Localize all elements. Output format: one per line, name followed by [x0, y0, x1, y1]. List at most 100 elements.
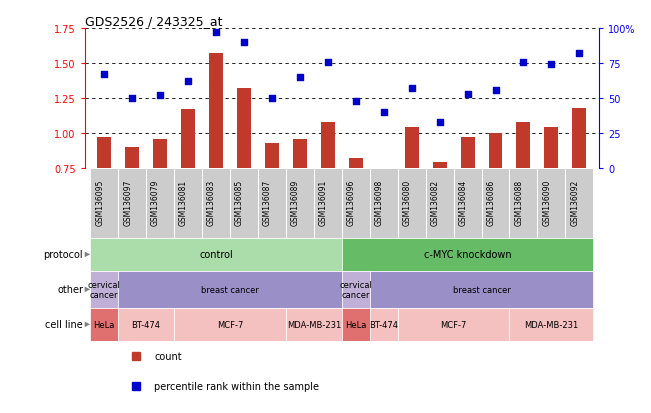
Bar — [510, 169, 538, 238]
Text: GSM136089: GSM136089 — [291, 179, 300, 225]
Text: BT-474: BT-474 — [369, 320, 398, 329]
Bar — [97, 138, 111, 273]
Bar — [342, 238, 593, 271]
Text: breast cancer: breast cancer — [201, 285, 259, 294]
Text: GSM136096: GSM136096 — [347, 179, 355, 225]
Point — [462, 91, 473, 98]
Point — [490, 87, 501, 94]
Point — [378, 109, 389, 116]
Bar — [293, 139, 307, 273]
Text: GDS2526 / 243325_at: GDS2526 / 243325_at — [85, 15, 222, 28]
Bar — [370, 308, 398, 341]
Bar — [342, 169, 370, 238]
Point — [239, 40, 249, 46]
Bar — [286, 308, 342, 341]
Text: cervical
cancer: cervical cancer — [339, 280, 372, 299]
Bar — [118, 271, 342, 308]
Bar — [544, 128, 559, 273]
Bar — [565, 169, 593, 238]
Point — [183, 78, 193, 85]
Bar — [398, 169, 426, 238]
Bar — [118, 169, 146, 238]
Bar — [209, 54, 223, 273]
Bar — [516, 122, 531, 273]
Text: GSM136090: GSM136090 — [542, 179, 551, 225]
Point — [295, 74, 305, 81]
Bar — [146, 169, 174, 238]
Text: HeLa: HeLa — [345, 320, 367, 329]
Text: MCF-7: MCF-7 — [217, 320, 243, 329]
Text: other: other — [57, 285, 83, 294]
Text: GSM136083: GSM136083 — [207, 179, 216, 225]
Bar — [342, 271, 370, 308]
Bar — [258, 169, 286, 238]
Text: GSM136084: GSM136084 — [458, 179, 467, 225]
Text: GSM136097: GSM136097 — [123, 179, 132, 225]
Text: protocol: protocol — [44, 250, 83, 260]
Bar — [398, 308, 510, 341]
Bar — [433, 163, 447, 273]
Text: percentile rank within the sample: percentile rank within the sample — [154, 382, 319, 392]
Text: MDA-MB-231: MDA-MB-231 — [524, 320, 579, 329]
Bar — [377, 173, 391, 273]
Bar — [538, 169, 565, 238]
Text: breast cancer: breast cancer — [452, 285, 510, 294]
Bar — [342, 308, 370, 341]
Point — [211, 30, 221, 36]
Text: HeLa: HeLa — [94, 320, 115, 329]
Text: control: control — [199, 250, 233, 260]
Bar — [286, 169, 314, 238]
Point — [406, 85, 417, 92]
Text: GSM136091: GSM136091 — [319, 179, 328, 225]
Point — [127, 95, 137, 102]
Point — [267, 95, 277, 102]
Bar — [265, 143, 279, 273]
Text: GSM136082: GSM136082 — [430, 179, 439, 225]
Text: MCF-7: MCF-7 — [440, 320, 467, 329]
Point — [350, 98, 361, 105]
Text: cell line: cell line — [46, 320, 83, 330]
Text: GSM136086: GSM136086 — [486, 179, 495, 225]
Text: c-MYC knockdown: c-MYC knockdown — [424, 250, 512, 260]
Point — [574, 51, 585, 57]
Bar — [90, 271, 118, 308]
Bar — [90, 308, 118, 341]
Text: GSM136081: GSM136081 — [179, 179, 188, 225]
Point — [546, 62, 557, 69]
Text: GSM136088: GSM136088 — [514, 179, 523, 225]
Text: GSM136087: GSM136087 — [263, 179, 272, 225]
Bar — [174, 169, 202, 238]
Bar — [181, 110, 195, 273]
Text: GSM136098: GSM136098 — [375, 179, 383, 225]
Bar — [125, 147, 139, 273]
Point — [323, 59, 333, 66]
Text: MDA-MB-231: MDA-MB-231 — [286, 320, 341, 329]
Point — [434, 119, 445, 126]
Text: GSM136092: GSM136092 — [570, 179, 579, 225]
Bar — [482, 169, 510, 238]
Text: GSM136095: GSM136095 — [95, 179, 104, 225]
Bar — [118, 308, 174, 341]
Bar — [237, 89, 251, 273]
Bar — [314, 169, 342, 238]
Bar — [90, 169, 118, 238]
Bar — [349, 159, 363, 273]
Bar — [488, 133, 503, 273]
Bar — [202, 169, 230, 238]
Bar — [153, 139, 167, 273]
Bar — [572, 109, 587, 273]
Bar — [454, 169, 482, 238]
Bar — [90, 238, 342, 271]
Point — [99, 72, 109, 78]
Text: GSM136080: GSM136080 — [403, 179, 411, 225]
Bar — [460, 138, 475, 273]
Bar — [405, 128, 419, 273]
Point — [518, 59, 529, 66]
Bar — [370, 169, 398, 238]
Bar — [426, 169, 454, 238]
Bar — [321, 122, 335, 273]
Text: GSM136085: GSM136085 — [235, 179, 244, 225]
Point — [155, 93, 165, 99]
Text: BT-474: BT-474 — [132, 320, 161, 329]
Text: cervical
cancer: cervical cancer — [88, 280, 120, 299]
